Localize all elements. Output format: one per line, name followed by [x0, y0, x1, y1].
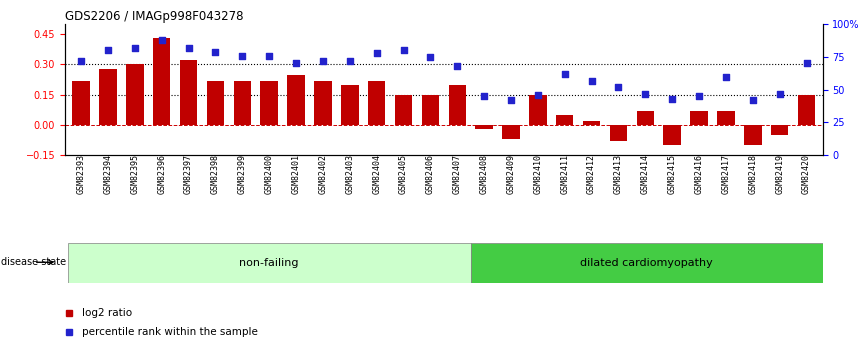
Bar: [422, 95, 439, 125]
Bar: [771, 125, 788, 135]
Bar: [126, 65, 144, 125]
Text: GDS2206 / IMAGp998F043278: GDS2206 / IMAGp998F043278: [65, 10, 243, 23]
Bar: [207, 81, 224, 125]
Point: [343, 58, 357, 63]
Bar: [368, 81, 385, 125]
Point: [450, 63, 464, 69]
Bar: [73, 81, 90, 125]
Point: [692, 93, 706, 99]
Point: [665, 96, 679, 102]
Bar: [798, 95, 815, 125]
Point: [236, 53, 249, 58]
Text: GSM82404: GSM82404: [372, 154, 381, 194]
Point: [746, 97, 759, 103]
Text: GSM82395: GSM82395: [130, 154, 139, 194]
Bar: [449, 85, 466, 125]
Text: dilated cardiomyopathy: dilated cardiomyopathy: [580, 258, 713, 268]
Text: GSM82407: GSM82407: [453, 154, 462, 194]
Text: GSM82416: GSM82416: [695, 154, 703, 194]
Point: [585, 78, 598, 83]
Text: GSM82400: GSM82400: [265, 154, 274, 194]
Text: log2 ratio: log2 ratio: [82, 308, 132, 317]
Bar: [153, 38, 171, 125]
Bar: [663, 125, 681, 145]
Point: [799, 61, 813, 66]
Text: GSM82396: GSM82396: [158, 154, 166, 194]
Bar: [314, 81, 332, 125]
Text: GSM82411: GSM82411: [560, 154, 569, 194]
Text: GSM82413: GSM82413: [614, 154, 623, 194]
Point: [504, 97, 518, 103]
Bar: [583, 121, 600, 125]
Bar: [529, 95, 546, 125]
Bar: [234, 81, 251, 125]
Text: GSM82401: GSM82401: [292, 154, 301, 194]
Text: GSM82419: GSM82419: [775, 154, 785, 194]
Bar: [68, 243, 471, 283]
Text: GSM82399: GSM82399: [238, 154, 247, 194]
Point: [182, 45, 196, 50]
Text: GSM82408: GSM82408: [480, 154, 488, 194]
Point: [477, 93, 491, 99]
Text: GSM82402: GSM82402: [319, 154, 327, 194]
Point: [611, 84, 625, 90]
Text: GSM82410: GSM82410: [533, 154, 542, 194]
Bar: [637, 111, 654, 125]
Point: [155, 37, 169, 43]
Point: [638, 91, 652, 96]
Bar: [261, 81, 278, 125]
Text: GSM82418: GSM82418: [748, 154, 758, 194]
Text: GSM82415: GSM82415: [668, 154, 676, 194]
Bar: [556, 115, 573, 125]
Bar: [395, 95, 412, 125]
Bar: [341, 85, 359, 125]
Text: GSM82417: GSM82417: [721, 154, 730, 194]
Text: non-failing: non-failing: [239, 258, 299, 268]
Point: [209, 49, 223, 55]
Text: GSM82409: GSM82409: [507, 154, 515, 194]
Point: [531, 92, 545, 98]
Bar: [288, 75, 305, 125]
Text: disease state: disease state: [2, 257, 67, 267]
Text: GSM82414: GSM82414: [641, 154, 650, 194]
Text: GSM82394: GSM82394: [103, 154, 113, 194]
Bar: [475, 125, 493, 129]
Bar: [717, 111, 734, 125]
Text: GSM82403: GSM82403: [346, 154, 354, 194]
Text: GSM82393: GSM82393: [76, 154, 86, 194]
Text: GSM82397: GSM82397: [184, 154, 193, 194]
Bar: [610, 125, 627, 141]
Bar: [471, 243, 823, 283]
Text: GSM82412: GSM82412: [587, 154, 596, 194]
Bar: [100, 69, 117, 125]
Point: [558, 71, 572, 77]
Bar: [690, 111, 708, 125]
Text: percentile rank within the sample: percentile rank within the sample: [82, 327, 258, 337]
Point: [128, 45, 142, 50]
Text: GSM82420: GSM82420: [802, 154, 811, 194]
Point: [423, 54, 437, 60]
Point: [101, 48, 115, 53]
Point: [316, 58, 330, 63]
Point: [719, 74, 733, 79]
Text: GSM82405: GSM82405: [399, 154, 408, 194]
Text: GSM82406: GSM82406: [426, 154, 435, 194]
Text: GSM82398: GSM82398: [211, 154, 220, 194]
Bar: [502, 125, 520, 139]
Bar: [744, 125, 761, 145]
Point: [772, 91, 786, 96]
Point: [397, 48, 410, 53]
Point: [289, 61, 303, 66]
Point: [262, 53, 276, 58]
Point: [370, 50, 384, 56]
Bar: [180, 60, 197, 125]
Point: [74, 58, 88, 63]
